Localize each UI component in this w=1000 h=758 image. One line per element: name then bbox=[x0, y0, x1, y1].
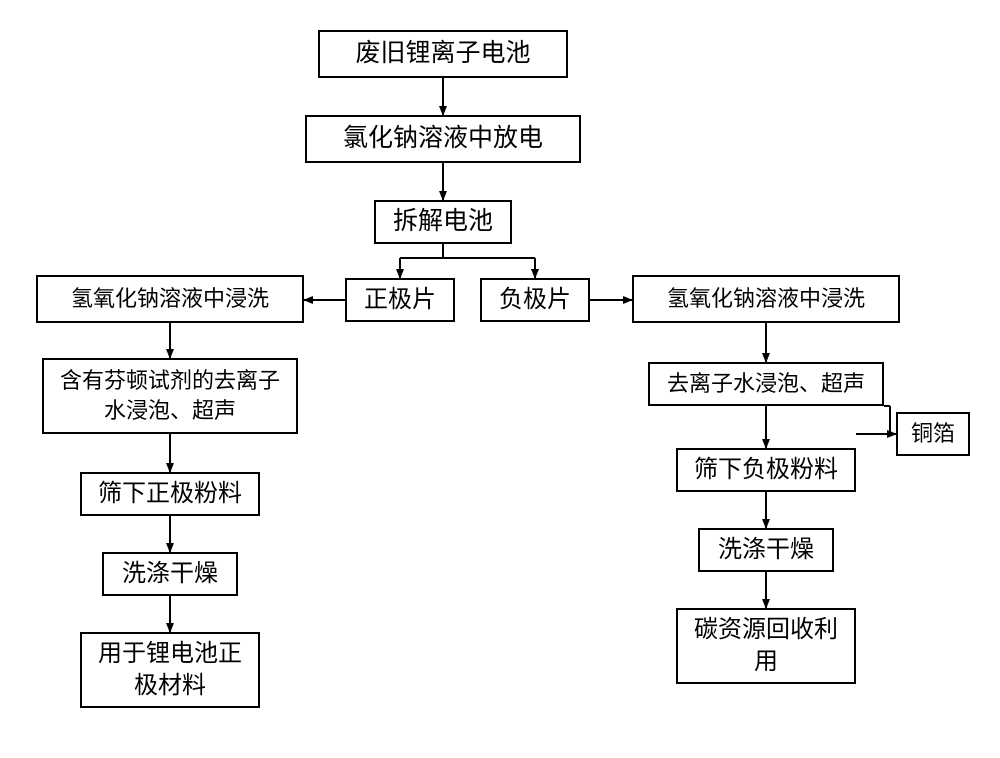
flow-node-label: 含有芬顿试剂的去离子水浸泡、超声 bbox=[52, 366, 288, 425]
flow-node-n11: 筛下正极粉料 bbox=[80, 472, 260, 516]
flow-node-n16: 碳资源回收利用 bbox=[676, 608, 856, 684]
flow-node-label: 去离子水浸泡、超声 bbox=[667, 369, 865, 399]
flow-node-label: 氢氧化钠溶液中浸洗 bbox=[71, 284, 269, 314]
flow-node-n3: 拆解电池 bbox=[374, 200, 512, 244]
flow-node-label: 正极片 bbox=[364, 284, 436, 316]
flow-node-n1: 废旧锂离子电池 bbox=[318, 30, 568, 78]
flow-node-n6: 氢氧化钠溶液中浸洗 bbox=[36, 275, 304, 323]
flow-node-label: 洗涤干燥 bbox=[718, 534, 814, 566]
flow-node-n8: 含有芬顿试剂的去离子水浸泡、超声 bbox=[42, 358, 298, 434]
flow-node-label: 洗涤干燥 bbox=[122, 558, 218, 590]
flow-node-label: 氢氧化钠溶液中浸洗 bbox=[667, 284, 865, 314]
flow-node-label: 碳资源回收利用 bbox=[686, 614, 846, 679]
flow-node-label: 拆解电池 bbox=[393, 205, 493, 239]
flow-node-n15: 用于锂电池正极材料 bbox=[80, 632, 260, 708]
flow-node-n13: 洗涤干燥 bbox=[102, 552, 238, 596]
flow-node-n10: 铜箔 bbox=[896, 412, 970, 456]
flow-node-label: 氯化钠溶液中放电 bbox=[343, 122, 543, 156]
flow-node-n4: 正极片 bbox=[345, 278, 455, 322]
flow-node-n7: 氢氧化钠溶液中浸洗 bbox=[632, 275, 900, 323]
flow-node-label: 废旧锂离子电池 bbox=[355, 37, 530, 71]
flow-node-n9: 去离子水浸泡、超声 bbox=[648, 362, 884, 406]
flow-node-label: 铜箔 bbox=[911, 419, 955, 449]
flow-node-n5: 负极片 bbox=[480, 278, 590, 322]
flow-node-n2: 氯化钠溶液中放电 bbox=[305, 115, 581, 163]
flow-node-label: 筛下负极粉料 bbox=[694, 454, 838, 486]
flow-node-n14: 洗涤干燥 bbox=[698, 528, 834, 572]
flow-node-label: 用于锂电池正极材料 bbox=[90, 638, 250, 703]
flow-node-n12: 筛下负极粉料 bbox=[676, 448, 856, 492]
flow-node-label: 负极片 bbox=[499, 284, 571, 316]
flow-node-label: 筛下正极粉料 bbox=[98, 478, 242, 510]
